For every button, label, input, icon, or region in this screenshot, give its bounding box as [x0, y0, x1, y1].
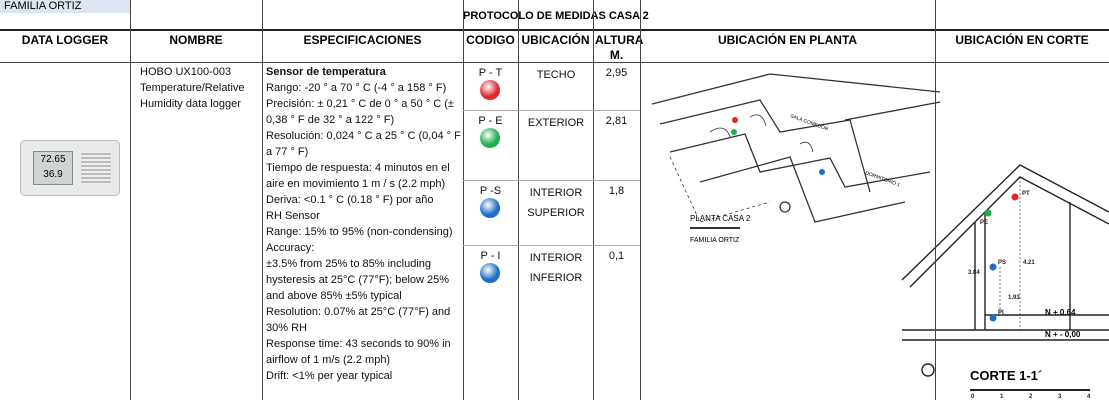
column-header: UBICACIÓN EN CORTE: [955, 33, 1089, 47]
section-sensor: [989, 314, 997, 322]
spec-line: RH Sensor: [266, 210, 320, 222]
column-header: ALTURA M.: [595, 33, 644, 62]
column-line: [130, 0, 131, 400]
row-line: [463, 180, 640, 181]
section-scale: 3: [1058, 394, 1062, 400]
logger-reading: 72.65: [40, 154, 66, 165]
logger-screen: 72.65 36.9: [33, 151, 73, 185]
sheet-title: PROTOCOLO DE MEDIDAS CASA 2: [463, 10, 649, 22]
logger-vent: [81, 153, 111, 183]
plan-sensor: [732, 117, 738, 123]
plan-subtitle: FAMILIA ORTIZ: [690, 237, 740, 244]
column-line: [593, 0, 594, 400]
spec-line: Range: 15% to 95% (non-condensing): [266, 226, 453, 238]
height: 2,81: [605, 115, 628, 127]
code-dot: [480, 128, 500, 148]
spec-line: ±3.5% from 25% to 85% including hysteres…: [266, 258, 450, 302]
column-header: UBICACIÓN EN PLANTA: [717, 33, 858, 47]
code: P - T: [478, 67, 503, 79]
section-level: N + - 0,00: [1045, 330, 1081, 339]
spec-line: Tiempo de respuesta: 4 minutos en el air…: [266, 162, 450, 190]
section-label: PE: [980, 220, 988, 226]
section-sensor: [989, 263, 997, 271]
row-line: [463, 110, 640, 111]
code: P - E: [478, 115, 503, 127]
section-title: CORTE 1-1´: [970, 368, 1042, 383]
code: P - I: [480, 250, 501, 262]
logger-reading: 36.9: [43, 169, 63, 180]
section-scale: 2: [1029, 394, 1033, 400]
section-sensor: [1011, 193, 1019, 201]
spec-line: Resolución: 0,024 ° C a 25 ° C (0,04 ° F…: [266, 130, 461, 158]
code-dot: [480, 263, 500, 283]
column-header: DATA LOGGER: [21, 33, 109, 47]
column-line: [463, 0, 464, 400]
spec-line: Accuracy:: [266, 242, 315, 254]
location: EXTERIOR: [527, 117, 585, 129]
floor-plan: [651, 73, 941, 229]
section-scale: 0: [971, 394, 975, 400]
section-label: PS: [998, 260, 1006, 266]
location: INTERIOR INFERIOR: [529, 252, 583, 284]
section-dim: 3.84: [968, 270, 980, 276]
section-dim: 4.21: [1023, 260, 1035, 266]
logger-name: HOBO UX100-003 Temperature/Relative Humi…: [140, 66, 245, 110]
section-label: PT: [1022, 191, 1030, 197]
spec-line: Deriva: <0.1 ° C (0.18 ° F) por año: [266, 194, 434, 206]
location: INTERIOR SUPERIOR: [527, 187, 585, 219]
spec-line: Resolution: 0.07% at 25°C (77°F) and 30%…: [266, 306, 451, 334]
location: TECHO: [536, 69, 576, 81]
section-scale: 4: [1087, 394, 1091, 400]
height: 1,8: [608, 185, 625, 197]
header-top-line: [0, 29, 1109, 31]
height: 2,95: [605, 67, 628, 79]
column-line: [518, 0, 519, 400]
section-drawing: [901, 164, 1109, 391]
column-line: [640, 0, 641, 400]
spec-line: Drift: <1% per year typical: [266, 370, 393, 382]
logger-device: 72.65 36.9: [20, 140, 120, 196]
plan-sensor: [731, 129, 737, 135]
section-dim: 1.93: [1008, 295, 1020, 301]
code-dot: [480, 198, 500, 218]
section-label: PI: [998, 310, 1004, 316]
section-sensor: [984, 209, 992, 217]
plan-sensor: [819, 169, 825, 175]
section-scale: 1: [1000, 394, 1004, 400]
column-header: CODIGO: [466, 33, 515, 47]
height: 0,1: [608, 250, 625, 262]
specifications: Sensor de temperatura Rango: -20 ° a 70 …: [266, 64, 462, 384]
column-header: NOMBRE: [169, 33, 223, 47]
spec-line: Rango: -20 ° a 70 ° C (-4 ° a 158 ° F): [266, 82, 447, 94]
column-header: UBICACIÓN: [521, 33, 590, 47]
code-dot: [480, 80, 500, 100]
spec-line: Precisión: ± 0,21 ° C de 0 ° a 50 ° C (±…: [266, 98, 454, 126]
spec-line: Response time: 43 seconds to 90% in airf…: [266, 338, 451, 366]
column-line: [262, 0, 263, 400]
header-bottom-line: [0, 62, 1109, 63]
plan-title: PLANTA CASA 2: [690, 214, 751, 223]
drawings: SALA COMEDOR DORMITORIO 1 PLANTA CASA 2 …: [651, 73, 1109, 400]
column-line: [935, 0, 936, 400]
code: P -S: [479, 185, 502, 197]
column-header: ESPECIFICACIONES: [303, 33, 422, 47]
section-level: N + 0.64: [1045, 308, 1076, 317]
plan-room-label: DORMITORIO 1: [864, 170, 901, 188]
spec-title: Sensor de temperatura: [266, 66, 386, 78]
family-label: FAMILIA ORTIZ: [0, 0, 130, 13]
row-line: [463, 245, 640, 246]
